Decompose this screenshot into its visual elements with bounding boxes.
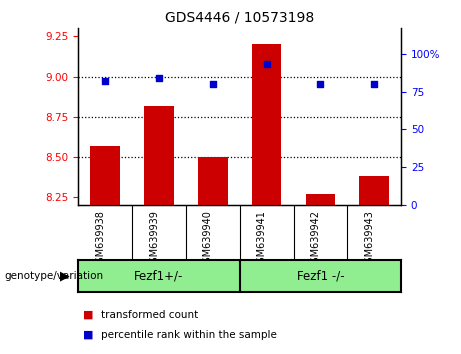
Text: genotype/variation: genotype/variation	[5, 271, 104, 281]
Bar	[360, 176, 389, 205]
Bar	[306, 194, 335, 205]
Point	[263, 61, 270, 67]
Bar	[252, 44, 281, 205]
Text: GSM639939: GSM639939	[149, 210, 159, 269]
Point	[371, 81, 378, 87]
Point	[155, 75, 163, 81]
Text: ▶: ▶	[60, 270, 70, 282]
Point	[317, 81, 324, 87]
Text: GSM639941: GSM639941	[257, 210, 266, 269]
Text: GSM639943: GSM639943	[364, 210, 374, 269]
Text: Fezf1 -/-: Fezf1 -/-	[296, 270, 344, 282]
Bar	[198, 157, 228, 205]
Point	[209, 81, 217, 87]
Text: GSM639938: GSM639938	[95, 210, 105, 269]
Text: GSM639940: GSM639940	[203, 210, 213, 269]
Text: GSM639942: GSM639942	[310, 210, 320, 269]
Point	[101, 78, 109, 84]
Title: GDS4446 / 10573198: GDS4446 / 10573198	[165, 10, 314, 24]
Bar	[90, 146, 120, 205]
Bar	[144, 105, 174, 205]
Text: ■: ■	[83, 330, 94, 339]
Text: Fezf1+/-: Fezf1+/-	[134, 270, 184, 282]
Text: transformed count: transformed count	[101, 310, 199, 320]
Text: percentile rank within the sample: percentile rank within the sample	[101, 330, 278, 339]
Text: ■: ■	[83, 310, 94, 320]
